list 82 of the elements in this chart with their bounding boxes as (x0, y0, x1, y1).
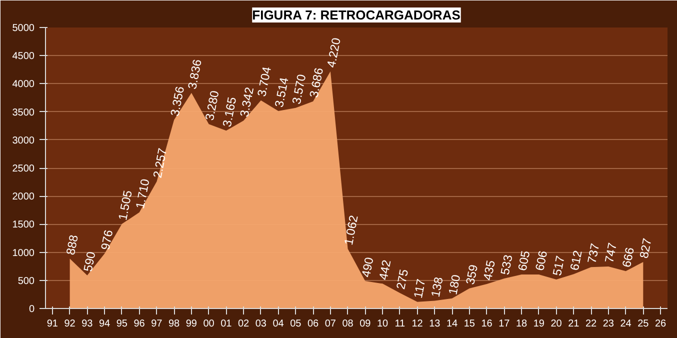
data-label: 3.356 (168, 84, 188, 118)
x-tick-label: 95 (116, 318, 128, 330)
y-tick-label: 0 (28, 304, 35, 315)
data-label: 612 (567, 248, 585, 272)
x-tick-label: 24 (620, 318, 632, 330)
x-tick-label: 15 (464, 318, 476, 330)
x-tick-label: 06 (308, 318, 320, 330)
data-label: 1.062 (341, 214, 361, 246)
data-label: 138 (428, 276, 446, 298)
x-tick-label: 98 (168, 318, 180, 330)
data-label: 3.165 (220, 96, 240, 128)
data-label: 435 (480, 258, 498, 282)
x-tick-label: 17 (498, 318, 510, 330)
x-tick-label: 93 (82, 318, 94, 330)
y-tick-label: 1500 (12, 220, 35, 231)
data-label: 606 (532, 249, 550, 272)
x-tick-label: 20 (550, 318, 562, 330)
data-label: 976 (98, 228, 116, 252)
data-label: 3.570 (289, 72, 309, 106)
data-label: 2.257 (150, 146, 170, 180)
x-tick-label: 23 (602, 318, 614, 330)
x-tick-label: 11 (394, 318, 406, 330)
data-label: 442 (376, 258, 394, 282)
data-label: 3.686 (306, 66, 326, 99)
x-tick-label: 19 (533, 318, 545, 330)
data-label: 3.280 (202, 89, 222, 122)
y-tick-label: 4000 (12, 79, 35, 90)
x-tick-label: 02 (238, 318, 250, 330)
x-tick-label: 05 (290, 318, 302, 330)
data-label: 490 (358, 256, 376, 278)
data-label: 117 (410, 278, 428, 300)
x-tick-label: 91 (46, 318, 58, 330)
y-tick-label: 4500 (12, 51, 35, 62)
data-label: 180 (446, 273, 464, 296)
x-tick-label: 10 (377, 318, 389, 330)
x-tick-label: 18 (516, 318, 528, 330)
data-label: 827 (636, 236, 654, 260)
y-tick-label: 3000 (12, 135, 35, 146)
x-tick-label: 09 (360, 318, 372, 330)
x-tick-label: 12 (412, 318, 424, 330)
y-tick-label: 2000 (12, 192, 35, 203)
data-label: 3.514 (272, 76, 292, 108)
data-label: 533 (498, 253, 516, 276)
x-tick-label: 00 (203, 318, 215, 330)
x-tick-label: 99 (186, 318, 198, 330)
data-label: 3.342 (237, 86, 257, 118)
x-tick-label: 25 (638, 318, 650, 330)
data-label: 3.704 (254, 65, 274, 98)
data-label: 359 (463, 263, 481, 286)
x-tick-label: 21 (568, 318, 580, 330)
data-label: 747 (602, 241, 620, 264)
data-label: 888 (63, 233, 81, 256)
data-label: 1.710 (132, 177, 152, 210)
y-tick-label: 2500 (12, 164, 35, 174)
data-label: 517 (550, 254, 568, 277)
x-tick-label: 22 (585, 318, 598, 330)
data-label: 4.220 (324, 36, 344, 69)
x-tick-label: 08 (342, 318, 354, 330)
x-tick-label: 01 (220, 318, 232, 330)
y-tick-label: 3500 (12, 107, 35, 118)
data-label: 3.836 (185, 58, 204, 90)
data-label: 605 (515, 249, 533, 272)
data-label: 666 (619, 246, 637, 268)
x-tick-label: 13 (429, 318, 441, 330)
x-tick-label: 92 (64, 318, 76, 330)
y-tick-label: 500 (18, 276, 35, 287)
x-tick-label: 96 (134, 318, 146, 330)
x-tick-label: 14 (446, 318, 458, 330)
data-label: 1.505 (116, 188, 135, 222)
x-tick-label: 16 (481, 318, 493, 330)
x-tick-label: 26 (654, 318, 667, 330)
chart-title: FIGURA 7: RETROCARGADORAS (252, 8, 461, 22)
data-label: 590 (80, 250, 98, 273)
data-label: 275 (394, 268, 412, 290)
x-tick-label: 07 (324, 318, 336, 330)
y-tick-label: 1000 (12, 248, 35, 259)
data-label: 737 (584, 242, 602, 264)
x-tick-label: 94 (99, 318, 111, 330)
x-tick-label: 04 (272, 318, 284, 330)
y-tick-label: 5000 (12, 23, 35, 34)
x-tick-label: 03 (255, 318, 267, 330)
x-tick-label: 97 (151, 318, 163, 330)
